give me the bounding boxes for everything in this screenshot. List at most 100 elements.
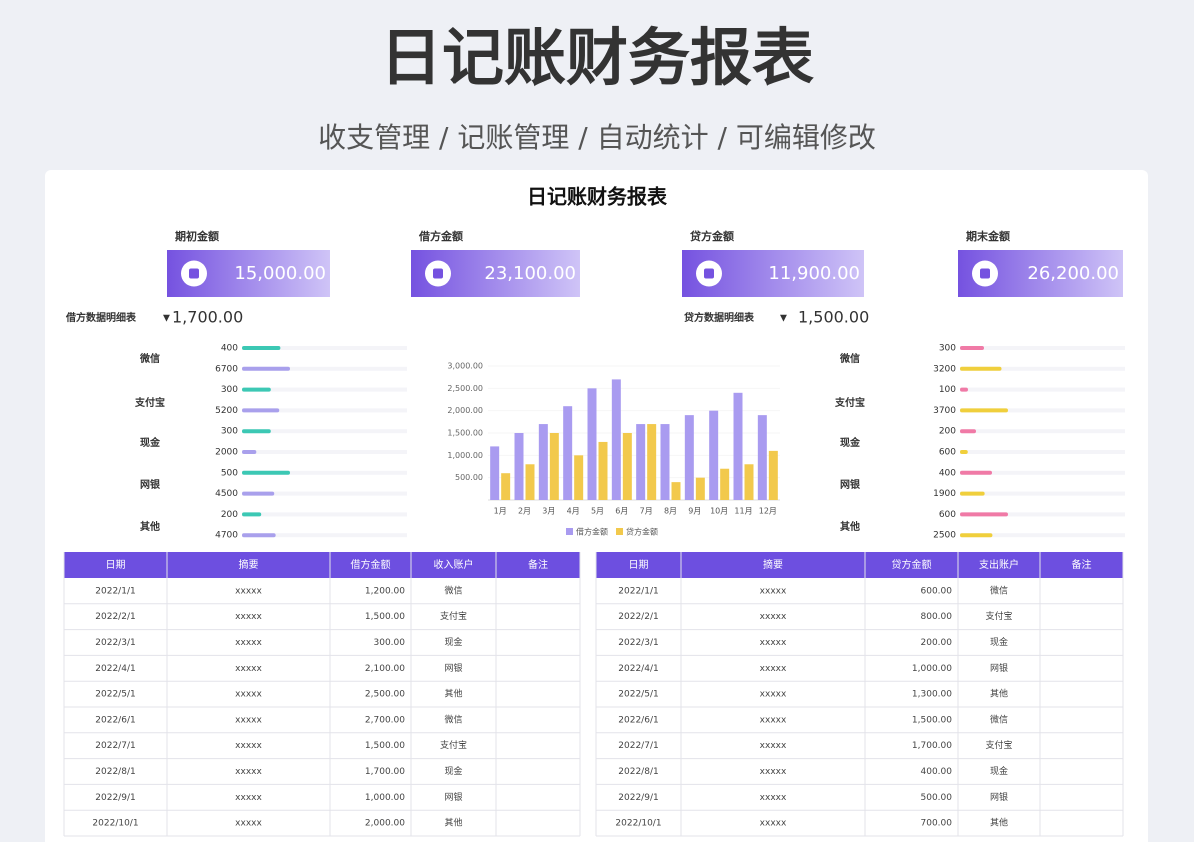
bar bbox=[647, 424, 657, 500]
table-cell: 2022/2/1 bbox=[95, 612, 135, 622]
x-tick-label: 6月 bbox=[615, 507, 628, 516]
table-cell: xxxxx bbox=[760, 793, 787, 803]
detail-value-label: 5200 bbox=[215, 406, 238, 416]
legend-label: 借方金额 bbox=[576, 527, 608, 537]
table-cell: xxxxx bbox=[760, 612, 787, 622]
kpi-label: 贷方金额 bbox=[690, 229, 734, 243]
detail-value-label: 4700 bbox=[215, 531, 238, 541]
x-tick-label: 11月 bbox=[734, 507, 752, 516]
kpi-value: 26,200.00 bbox=[1027, 263, 1119, 284]
detail-value-label: 400 bbox=[939, 468, 956, 478]
kpi-icon-glyph bbox=[980, 268, 990, 279]
table-cell: 2022/4/1 bbox=[618, 664, 658, 674]
bar-track bbox=[242, 470, 407, 475]
table-cell: 2022/6/1 bbox=[618, 715, 658, 725]
detail-bar bbox=[242, 387, 271, 392]
table-cell: 2022/3/1 bbox=[618, 638, 658, 648]
table-cell: 2,000.00 bbox=[365, 819, 405, 829]
x-tick-label: 1月 bbox=[494, 507, 507, 516]
detail-value-label: 400 bbox=[221, 344, 238, 354]
kpi-label: 期初金额 bbox=[175, 229, 219, 243]
bar-track bbox=[960, 533, 1125, 538]
table-cell: 微信 bbox=[990, 584, 1008, 596]
table-cell: 2022/3/1 bbox=[95, 638, 135, 648]
table-cell: 1,500.00 bbox=[365, 741, 405, 751]
bar-track bbox=[242, 512, 407, 517]
bar-track bbox=[960, 387, 1125, 392]
table-cell: 现金 bbox=[444, 765, 462, 777]
bar-track bbox=[960, 346, 1125, 350]
detail-category: 微信 bbox=[139, 352, 160, 365]
detail-bar bbox=[242, 533, 276, 538]
table-cell: 500.00 bbox=[921, 793, 953, 803]
bar bbox=[733, 392, 743, 500]
table-header: 日期 bbox=[629, 559, 649, 571]
table-cell: 网银 bbox=[990, 791, 1008, 803]
table-header-bg bbox=[64, 552, 580, 578]
detail-bar bbox=[960, 366, 1002, 371]
x-tick-label: 10月 bbox=[710, 507, 728, 516]
table-cell: 2022/9/1 bbox=[95, 793, 135, 803]
table-cell: 网银 bbox=[990, 662, 1008, 674]
table-cell: 2022/4/1 bbox=[95, 664, 135, 674]
bar-track bbox=[960, 450, 1125, 454]
detail-total: 1,700.00 bbox=[172, 308, 243, 327]
table-cell: 其他 bbox=[990, 817, 1008, 829]
detail-category: 网银 bbox=[840, 478, 861, 491]
table-cell: 2022/10/1 bbox=[92, 819, 138, 829]
detail-value-label: 300 bbox=[939, 344, 956, 354]
detail-bar bbox=[242, 346, 281, 350]
detail-category: 支付宝 bbox=[834, 396, 865, 409]
kpi-icon-glyph bbox=[433, 268, 443, 279]
table-cell: xxxxx bbox=[235, 586, 262, 596]
table-cell: 1,500.00 bbox=[365, 612, 405, 622]
kpi-icon-glyph bbox=[189, 268, 199, 279]
table-cell: 2022/9/1 bbox=[618, 793, 658, 803]
table-cell: 2022/8/1 bbox=[618, 767, 658, 777]
table-header: 日期 bbox=[106, 559, 126, 571]
bar bbox=[768, 450, 778, 500]
table-cell: 2,700.00 bbox=[365, 715, 405, 725]
bar-track bbox=[960, 408, 1125, 413]
table-header: 备注 bbox=[1072, 558, 1092, 571]
table-cell: 2022/7/1 bbox=[95, 741, 135, 751]
bar-track bbox=[242, 450, 407, 454]
table-cell: 2022/1/1 bbox=[95, 586, 135, 596]
detail-value-label: 600 bbox=[939, 448, 956, 458]
y-tick-label: 1,000.00 bbox=[447, 451, 483, 460]
detail-bar bbox=[960, 450, 968, 454]
dropdown-arrow[interactable]: ▼ bbox=[163, 314, 170, 324]
table-cell: 2022/6/1 bbox=[95, 715, 135, 725]
bar-track bbox=[242, 408, 407, 413]
detail-bar bbox=[960, 408, 1008, 413]
bar bbox=[720, 468, 730, 500]
table-cell: 1,300.00 bbox=[912, 690, 952, 700]
kpi-label: 期末金额 bbox=[966, 229, 1010, 243]
table-header: 收入账户 bbox=[434, 558, 474, 571]
table-header: 备注 bbox=[528, 558, 548, 571]
dropdown-arrow[interactable]: ▼ bbox=[780, 314, 787, 324]
table-cell: xxxxx bbox=[760, 586, 787, 596]
bar bbox=[622, 433, 632, 500]
y-tick-label: 2,500.00 bbox=[447, 384, 483, 393]
table-cell: 2,100.00 bbox=[365, 664, 405, 674]
table-cell: 网银 bbox=[444, 662, 462, 674]
table-cell: 网银 bbox=[444, 791, 462, 803]
table-cell: 1,700.00 bbox=[365, 767, 405, 777]
detail-value-label: 4500 bbox=[215, 489, 238, 499]
detail-bar bbox=[960, 491, 985, 496]
detail-bar bbox=[960, 533, 993, 538]
table-cell: 1,500.00 bbox=[912, 715, 952, 725]
y-tick-label: 500.00 bbox=[455, 473, 483, 482]
detail-value-label: 2500 bbox=[933, 531, 956, 541]
table-cell: 支付宝 bbox=[440, 739, 467, 751]
detail-value-label: 300 bbox=[221, 427, 238, 437]
detail-value-label: 100 bbox=[939, 385, 956, 395]
table-cell: 其他 bbox=[444, 817, 462, 829]
table-header: 摘要 bbox=[239, 558, 259, 571]
table-cell: xxxxx bbox=[760, 767, 787, 777]
bar bbox=[611, 379, 621, 500]
detail-bar bbox=[960, 387, 968, 392]
table-cell: 400.00 bbox=[921, 767, 953, 777]
kpi-value: 23,100.00 bbox=[484, 263, 576, 284]
